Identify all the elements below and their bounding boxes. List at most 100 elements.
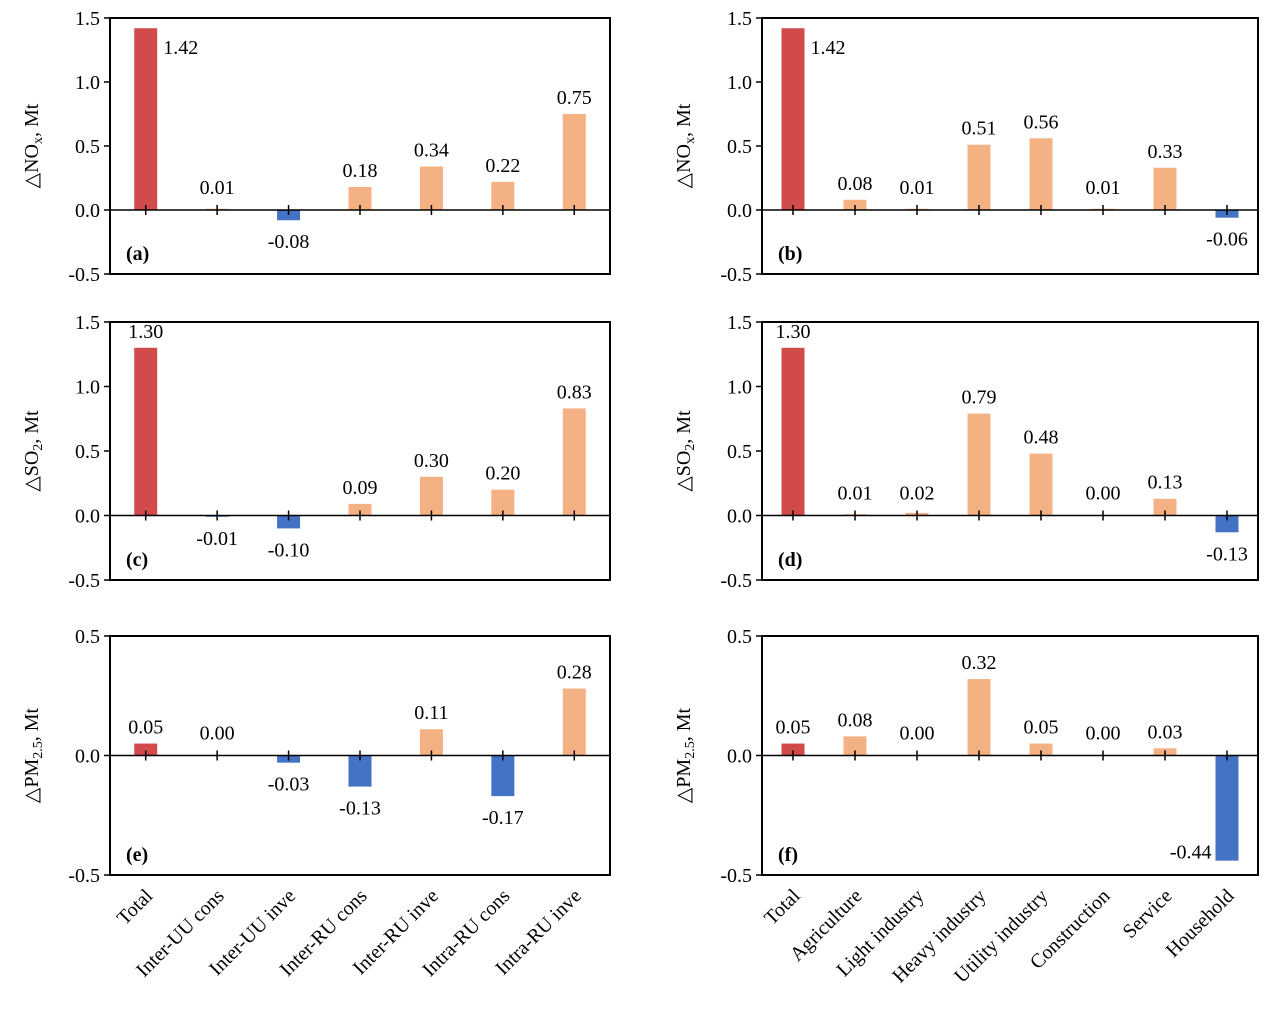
y-axis-label-main: △NO [21,144,43,188]
y-axis-label-main: △SO [673,451,695,492]
y-axis-label-unit: , Mt [21,410,43,444]
data-label: 0.79 [962,387,997,409]
data-label: 0.05 [128,717,163,739]
data-label: 0.32 [962,652,997,674]
bar-household [1215,755,1239,861]
y-tick-label: 0.5 [727,441,752,463]
bar-inter-uu-inve [277,210,301,221]
data-label: 1.30 [776,321,811,343]
data-label: 0.75 [557,87,592,109]
data-label: 0.28 [557,662,592,684]
bar-inter-uu-inve [277,515,301,529]
panel-label: (f) [778,844,798,866]
panel-d: 1.5 1.0 0.5 0.0 -0.5 1.30 0.01 0.02 0.79 0.48 0.00… [673,312,1259,592]
data-label: 0.03 [1148,721,1183,743]
y-axis-label-main: △SO [21,451,43,492]
y-axis-label-main: △PM [673,759,695,804]
data-label: 1.42 [811,37,846,59]
data-label: -0.17 [482,807,524,829]
bar-intra-ru-cons [491,181,515,210]
y-tick-label: 0.5 [727,626,752,648]
data-label: 0.01 [200,177,235,199]
data-label: 0.56 [1024,111,1059,133]
y-tick-label: 1.0 [727,72,752,94]
plot-frame [109,635,611,876]
y-tick-label: 0.5 [75,441,100,463]
category-label: Household [1162,885,1239,962]
y-tick-label: 1.0 [75,72,100,94]
y-axis-label-unit: , Mt [673,707,695,741]
y-axis-label-sub: 2.5 [31,741,46,759]
data-label: 0.01 [900,177,935,199]
y-tick-label: -0.5 [68,865,100,887]
panel-label: (b) [778,243,802,265]
y-axis-label-unit: , Mt [673,410,695,444]
bar-inter-ru-inve [419,166,443,210]
data-label: 0.11 [414,702,448,724]
plot-frame [761,635,1259,876]
data-label: -0.44 [1170,842,1212,864]
panel-label: (d) [778,549,802,571]
y-tick-label: 1.5 [727,312,752,334]
bar-heavy-industry [967,679,991,756]
data-label: 0.48 [1024,427,1059,449]
bar-inter-ru-cons [348,186,372,210]
y-tick-label: 0.0 [75,746,100,768]
y-tick-label: 0.5 [75,136,100,158]
y-axis-label-main: △NO [673,144,695,188]
bar-total [134,743,158,756]
bar-inter-ru-inve [419,476,443,516]
y-axis-label: △SO2, Mt [21,410,46,492]
data-label: 0.05 [1024,717,1059,739]
data-label: 0.20 [485,463,520,485]
data-label: 0.00 [1086,723,1121,745]
bar-inter-ru-cons [348,755,372,787]
bar-intra-ru-inve [562,688,586,756]
panel-label: (e) [126,844,148,866]
panel-a: 1.5 1.0 0.5 0.0 -0.5 1.42 0.01 -0.08 0.18 0.34 0.2… [21,8,611,286]
y-tick-label: -0.5 [68,570,100,592]
data-label: 0.00 [1086,483,1121,505]
data-label: 0.02 [900,483,935,505]
category-label: Total [760,885,805,930]
data-label: 0.30 [414,450,449,472]
bar-utility-industry [1029,453,1053,516]
y-axis-label-sub: 2 [683,444,698,451]
data-label: 0.09 [343,477,378,499]
y-tick-label: 1.5 [75,312,100,334]
plot-frame [109,17,611,275]
data-label: -0.01 [196,528,238,550]
y-axis-label: △NOx, Mt [21,103,46,188]
data-label: 0.22 [485,155,520,177]
bar-total [781,347,805,516]
bar-heavy-industry [967,144,991,210]
bar-agriculture [843,199,867,210]
bar-utility-industry [1029,743,1053,756]
y-tick-label: 1.0 [727,377,752,399]
data-label: 0.05 [776,717,811,739]
bar-inter-ru-inve [419,729,443,756]
y-axis-label-unit: , Mt [673,103,695,137]
y-axis-label-unit: , Mt [21,707,43,741]
data-label: 1.30 [128,321,163,343]
y-tick-label: -0.5 [720,264,752,286]
data-label: -0.03 [268,774,310,796]
y-tick-label: 0.0 [75,200,100,222]
bar-service [1153,167,1177,210]
y-axis-label: △PM2.5, Mt [673,707,698,803]
y-axis-label-sub: 2 [31,444,46,451]
bar-inter-ru-cons [348,503,372,516]
bar-service [1153,498,1177,516]
bar-household [1215,515,1239,533]
y-tick-label: 1.5 [727,8,752,30]
y-tick-label: 1.0 [75,377,100,399]
y-axis-label-sub: x [31,137,46,144]
y-tick-label: 0.0 [75,506,100,528]
data-label: 0.08 [838,173,873,195]
data-label: 0.00 [900,723,935,745]
y-tick-label: 0.5 [727,136,752,158]
bar-utility-industry [1029,138,1053,210]
data-label: 0.01 [1086,177,1121,199]
y-tick-label: -0.5 [68,264,100,286]
